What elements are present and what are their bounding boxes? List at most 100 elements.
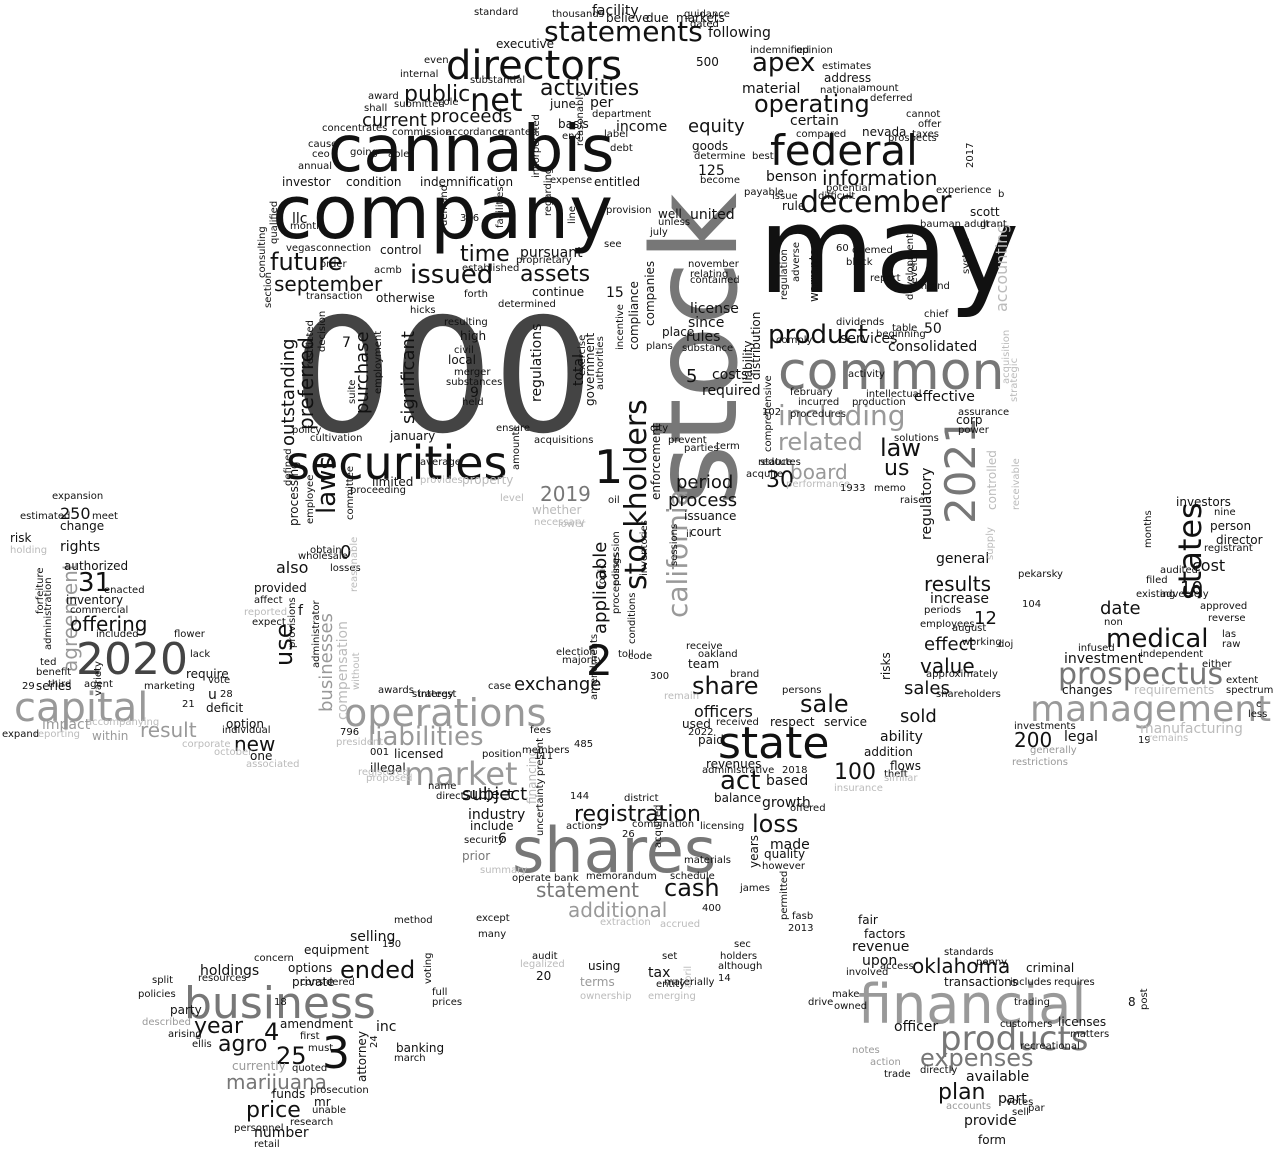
cloud-word: plan (938, 1080, 986, 1105)
cloud-word: independent (1140, 649, 1204, 660)
cloud-word: brand (730, 669, 760, 680)
cloud-word: guidance (684, 9, 730, 20)
cloud-word: officers (694, 702, 753, 721)
cloud-word: employee (305, 474, 316, 524)
cloud-word: infused (1078, 643, 1115, 654)
cloud-word: 3 (322, 1028, 350, 1079)
cloud-word: going (350, 147, 378, 158)
cloud-word: set (662, 951, 678, 962)
cloud-word: part (998, 1091, 1027, 1107)
cloud-word: effective (914, 389, 975, 405)
cloud-word: oakland (698, 649, 738, 660)
cloud-word: adult (964, 219, 990, 230)
cloud-word: value (920, 654, 975, 678)
cloud-word: received (716, 717, 759, 728)
cloud-word: exercise (577, 334, 588, 376)
cloud-word: law (880, 434, 922, 462)
cloud-word: trade (884, 1069, 911, 1080)
cloud-word: contained (690, 275, 740, 286)
cloud-word: vegas (286, 243, 316, 254)
cloud-word: statutes (760, 457, 801, 468)
cloud-word: benefit (36, 667, 72, 678)
cloud-word: drive (808, 997, 834, 1008)
cloud-word: provision (606, 205, 652, 216)
cloud-word: sec (734, 939, 751, 950)
cloud-word: 125 (698, 163, 725, 179)
cloud-word: facility (592, 3, 639, 19)
cloud-word: accounts (946, 1101, 992, 1112)
cloud-word: requirements (1134, 683, 1215, 697)
cloud-word: fees (530, 725, 552, 736)
cloud-word: deemed (852, 245, 893, 256)
cloud-word: cannot (906, 109, 941, 120)
cloud-word: future (270, 248, 343, 276)
cloud-word: change (60, 519, 105, 533)
cloud-word: entity (656, 979, 686, 990)
cloud-word: net (470, 81, 523, 119)
cloud-word: suite (347, 379, 358, 404)
cloud-word: raise (900, 495, 925, 506)
cloud-word: generally (1030, 745, 1077, 756)
cloud-word: substantial (470, 75, 526, 86)
cloud-word: combination (632, 819, 695, 830)
cloud-word: price (246, 1098, 301, 1123)
cloud-word: action (870, 1057, 901, 1068)
cloud-word: majority (562, 655, 604, 666)
cloud-word: acquired (653, 804, 664, 848)
cloud-word: 30 (766, 468, 794, 493)
cloud-word: less (1248, 709, 1268, 720)
cloud-word: risks (879, 652, 893, 680)
cloud-word: illegal (370, 761, 406, 775)
cloud-word: topic (597, 563, 608, 588)
cloud-word: cash (664, 874, 720, 902)
cloud-word: includes (1010, 977, 1052, 988)
cloud-word: federal (770, 126, 918, 175)
cloud-word: directors (446, 43, 623, 89)
cloud-word: 7 (342, 335, 351, 351)
cloud-word: potential (826, 183, 871, 194)
cloud-word: per (590, 95, 614, 111)
cloud-word: revenues (706, 757, 762, 771)
cloud-word: issued (410, 260, 494, 290)
cloud-word: interest (418, 689, 457, 700)
cloud-word: compared (796, 129, 847, 140)
cloud-word: approximately (926, 669, 998, 680)
cloud-word: cost (1192, 556, 1226, 575)
cloud-word: oklahoma (912, 954, 1011, 978)
cloud-word: authorized (64, 559, 129, 573)
cloud-word: post (1139, 988, 1150, 1010)
cloud-word: months (1143, 510, 1154, 548)
cloud-word: agro (218, 1032, 268, 1057)
cloud-word: required (702, 383, 761, 399)
cloud-word: adverse (791, 241, 802, 282)
cloud-word: options (288, 961, 333, 975)
cloud-word: power (958, 425, 989, 436)
cloud-word: holdings (200, 963, 260, 979)
cloud-word: b (998, 189, 1005, 200)
cloud-word: deficit (206, 701, 244, 715)
cloud-word: condition (346, 175, 402, 189)
cloud-word: system (961, 237, 972, 274)
cloud-word: exchange (514, 674, 602, 695)
cloud-word: investment (1064, 651, 1144, 667)
cloud-word: experience (936, 185, 992, 196)
cloud-word: management (1030, 689, 1272, 730)
cloud-word: prior (462, 849, 491, 863)
cloud-word: amount (860, 83, 899, 94)
cloud-word: solutions (894, 433, 939, 444)
cloud-word: ellis (192, 1039, 212, 1050)
cloud-word: demand (439, 184, 450, 226)
cloud-word: las (1222, 629, 1237, 640)
cloud-word: attorney (355, 1031, 369, 1082)
cloud-word: hicks (410, 305, 436, 316)
cloud-word: prospectus (1058, 657, 1224, 692)
cloud-word: amendments (589, 633, 600, 700)
cloud-word: ownership (580, 991, 632, 1002)
cloud-word: control (380, 243, 422, 257)
cloud-word: 2 (586, 636, 613, 685)
cloud-word: filed (1146, 575, 1168, 586)
cloud-word: 1933 (840, 483, 866, 494)
cloud-word: proceeding (350, 485, 406, 496)
cloud-word: taxes (912, 129, 940, 140)
cloud-word: income (616, 119, 668, 135)
